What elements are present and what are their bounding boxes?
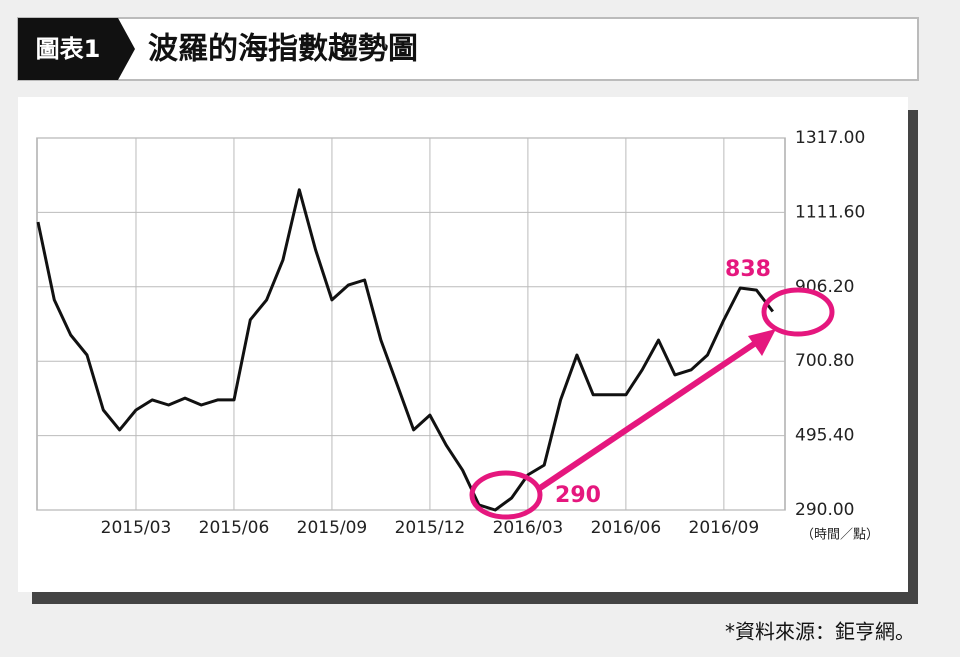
y-tick-label: 1317.00 — [795, 128, 865, 148]
annotation: 290 — [555, 483, 601, 508]
header-label: 圖表1 — [36, 35, 101, 63]
header-title: 波羅的海指數趨勢圖 — [148, 32, 418, 67]
highlight-circle — [761, 287, 835, 337]
x-tick-label: 2016/06 — [591, 518, 662, 538]
x-tick-label: 2015/09 — [297, 518, 368, 538]
arrow-head — [748, 329, 776, 356]
x-tick-label: 2015/12 — [395, 518, 466, 538]
arrow-shaft — [538, 337, 762, 491]
y-tick-label: 906.20 — [795, 277, 854, 297]
y-unit-label: （時間／點） — [801, 528, 879, 543]
y-tick-label: 1111.60 — [795, 202, 865, 222]
x-tick-label: 2016/09 — [689, 518, 760, 538]
plot: 290.00 495.40 700.80 906.20 1111.60 1317.00 20… — [36, 128, 865, 538]
x-tick-label: 2016/03 — [493, 518, 564, 538]
data-line — [36, 188, 774, 512]
x-tick-label: 2015/03 — [101, 518, 172, 538]
y-tick-label: 290.00 — [795, 500, 854, 520]
source: *資料來源：鉅亨網。 — [725, 620, 915, 644]
annotation: 838 — [725, 257, 771, 282]
y-tick-label: 700.80 — [795, 351, 854, 371]
header-box — [17, 17, 919, 81]
y-tick-label: 495.40 — [795, 426, 854, 446]
header-label-bg — [18, 18, 135, 80]
x-tick-label: 2015/06 — [199, 518, 270, 538]
highlight-circle — [469, 470, 543, 520]
